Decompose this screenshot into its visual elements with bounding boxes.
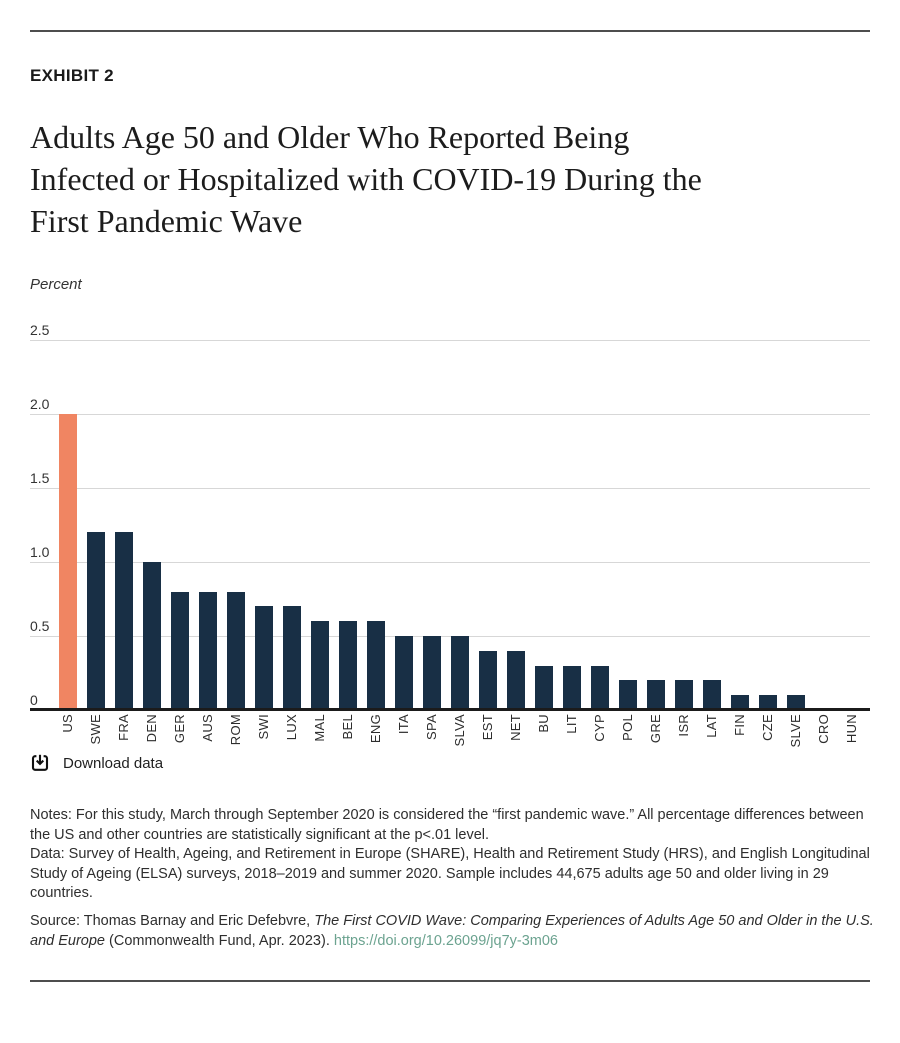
x-category-label-MAL: MAL — [311, 714, 327, 742]
bar-FIN — [730, 695, 749, 710]
x-category-label-SLVA: SLVA — [451, 714, 467, 747]
bar-POL — [618, 680, 637, 710]
x-category-label-GER: GER — [171, 714, 187, 744]
x-category-label-LUX: LUX — [283, 714, 299, 741]
bar-LUX — [282, 606, 301, 710]
x-category-label-EST: EST — [479, 714, 495, 741]
x-category-label-CYP: CYP — [591, 714, 607, 742]
gridline-1.0 — [30, 562, 870, 563]
y-tick-label: 0 — [30, 692, 38, 708]
x-category-label-US: US — [59, 714, 75, 733]
bar-SLVA — [450, 636, 469, 710]
bar-SPA — [422, 636, 441, 710]
x-category-label-ROM: ROM — [227, 714, 243, 746]
x-category-label-ITA: ITA — [395, 714, 411, 735]
gridline-2.0 — [30, 414, 870, 415]
x-category-label-SWE: SWE — [87, 714, 103, 745]
x-category-label-ENG: ENG — [367, 714, 383, 744]
gridline-2.5 — [30, 340, 870, 341]
top-divider — [30, 30, 870, 32]
doi-link[interactable]: https://doi.org/10.26099/jq7y-3m06 — [333, 932, 558, 949]
y-tick-label: 2.5 — [30, 322, 50, 338]
bar-US — [58, 414, 77, 710]
x-category-label-SLVE: SLVE — [787, 714, 803, 748]
bar-GER — [170, 592, 189, 710]
x-category-label-FRA: FRA — [115, 714, 131, 741]
bar-GRE — [646, 680, 665, 710]
x-category-label-BEL: BEL — [339, 714, 355, 740]
y-tick-label: 1.0 — [30, 544, 50, 560]
bar-AUS — [198, 592, 217, 710]
source-prefix: Source: Thomas Barnay and Eric Defebvre, — [30, 913, 315, 929]
title-line-1: Adults Age 50 and Older Who Reported Bei… — [30, 119, 630, 155]
download-label: Download data — [63, 754, 164, 772]
download-data-button[interactable]: Download data — [30, 753, 163, 773]
bar-EST — [478, 651, 497, 710]
x-category-label-GRE: GRE — [647, 714, 663, 744]
bar-ENG — [366, 621, 385, 710]
source-block: Source: Thomas Barnay and Eric Defebvre,… — [30, 912, 874, 951]
x-category-label-ISR: ISR — [675, 714, 691, 737]
y-tick-label: 0.5 — [30, 618, 50, 634]
bar-BU — [534, 666, 553, 710]
bar-SWE — [86, 532, 105, 710]
x-category-label-BU: BU — [535, 714, 551, 733]
bar-FRA — [114, 532, 133, 710]
y-axis-unit-label: Percent — [30, 276, 82, 293]
x-category-label-CZE: CZE — [759, 714, 775, 741]
x-category-label-DEN: DEN — [143, 714, 159, 743]
y-tick-label: 1.5 — [30, 470, 50, 486]
bar-SLVE — [786, 695, 805, 710]
notes-block: Notes: For this study, March through Sep… — [30, 806, 870, 904]
bar-LAT — [702, 680, 721, 710]
x-category-label-CRO: CRO — [815, 714, 831, 744]
data-text: Data: Survey of Health, Ageing, and Reti… — [30, 846, 870, 901]
x-category-label-POL: POL — [619, 714, 635, 741]
bar-DEN — [142, 562, 161, 710]
bottom-divider — [30, 980, 870, 982]
gridline-0.5 — [30, 636, 870, 637]
source-work-title: The First COVID Wave: Comparing Experien… — [30, 913, 874, 949]
bar-CZE — [758, 695, 777, 710]
bar-BEL — [338, 621, 357, 710]
download-icon — [30, 753, 50, 773]
x-category-label-FIN: FIN — [731, 714, 747, 736]
bar-ISR — [674, 680, 693, 710]
title-line-2: Infected or Hospitalized with COVID-19 D… — [30, 161, 702, 197]
x-category-label-SPA: SPA — [423, 714, 439, 740]
bar-CYP — [590, 666, 609, 710]
title-line-3: First Pandemic Wave — [30, 203, 303, 239]
source-suffix: (Commonwealth Fund, Apr. 2023). — [104, 932, 334, 949]
gridline-1.5 — [30, 488, 870, 489]
bar-ROM — [226, 592, 245, 710]
bar-MAL — [310, 621, 329, 710]
page-title: Adults Age 50 and Older Who Reported Bei… — [30, 116, 860, 242]
y-tick-label: 2.0 — [30, 396, 50, 412]
x-category-label-LIT: LIT — [563, 714, 579, 734]
x-category-label-HUN: HUN — [843, 714, 859, 744]
x-category-label-SWI: SWI — [255, 714, 271, 740]
x-category-label-AUS: AUS — [199, 714, 215, 742]
bar-SWI — [254, 606, 273, 710]
notes-text: Notes: For this study, March through Sep… — [30, 807, 864, 843]
exhibit-label: EXHIBIT 2 — [30, 66, 114, 85]
bar-ITA — [394, 636, 413, 710]
x-axis-baseline — [30, 708, 870, 711]
x-category-label-NET: NET — [507, 714, 523, 741]
bar-LIT — [562, 666, 581, 710]
bar-NET — [506, 651, 525, 710]
x-category-label-LAT: LAT — [703, 714, 719, 738]
